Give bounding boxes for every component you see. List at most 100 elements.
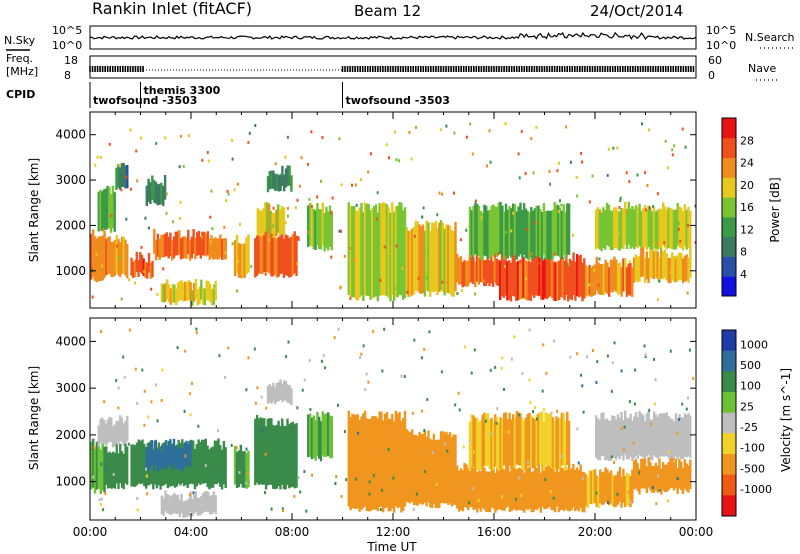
power-echo-cell bbox=[179, 216, 181, 220]
velocity-echo-cell bbox=[597, 477, 600, 508]
power-echo-cell bbox=[456, 253, 459, 283]
power-echo-cell bbox=[486, 210, 490, 260]
velocity-echo-cell bbox=[591, 349, 594, 352]
power-echo-cell bbox=[552, 261, 556, 301]
velocity-echo-cell bbox=[188, 493, 191, 497]
velocity-echo-cell bbox=[535, 414, 538, 467]
power-echo-cell bbox=[588, 283, 591, 287]
velocity-echo-cell bbox=[503, 412, 506, 466]
power-echo-cell bbox=[683, 204, 687, 247]
power-echo-cell bbox=[520, 259, 523, 300]
velocity-colorbar-swatch bbox=[722, 433, 736, 455]
power-echo-cell bbox=[338, 229, 341, 233]
power-echo-cell bbox=[422, 206, 425, 210]
velocity-echo-cell bbox=[647, 410, 650, 455]
velocity-echo-cell bbox=[233, 445, 237, 485]
velocity-echo-cell bbox=[501, 469, 504, 511]
power-echo-cell bbox=[613, 207, 616, 249]
power-echo-cell bbox=[179, 200, 182, 204]
velocity-echo-cell bbox=[371, 416, 374, 510]
power-echo-cell bbox=[90, 265, 93, 269]
power-echo-cell bbox=[124, 239, 127, 276]
velocity-colorbar-tick: -500 bbox=[740, 462, 765, 475]
power-echo-cell bbox=[678, 206, 681, 248]
power-echo-cell bbox=[446, 281, 449, 285]
velocity-echo-cell bbox=[667, 462, 670, 491]
velocity-echo-cell bbox=[119, 443, 122, 484]
cpid-mode-label: themis 3300 bbox=[144, 84, 221, 97]
velocity-echo-cell bbox=[624, 448, 627, 452]
velocity-echo-cell bbox=[672, 421, 676, 462]
velocity-echo-cell bbox=[111, 426, 115, 448]
velocity-echo-cell bbox=[540, 411, 544, 465]
velocity-echo-cell bbox=[104, 423, 108, 446]
power-echo-cell bbox=[163, 233, 167, 257]
power-echo-cell bbox=[119, 242, 122, 278]
power-echo-cell bbox=[373, 206, 376, 298]
power-echo-cell bbox=[151, 175, 154, 200]
velocity-echo-cell bbox=[97, 440, 101, 489]
power-echo-cell bbox=[632, 257, 636, 283]
power-echo-cell bbox=[199, 236, 202, 259]
velocity-echo-cell bbox=[627, 418, 630, 460]
velocity-echo-cell bbox=[485, 482, 488, 486]
power-echo-cell bbox=[247, 140, 250, 144]
power-echo-cell bbox=[461, 262, 464, 288]
velocity-echo-cell bbox=[649, 422, 652, 426]
power-echo-cell bbox=[459, 238, 462, 242]
velocity-echo-cell bbox=[576, 352, 579, 356]
velocity-echo-cell bbox=[611, 415, 614, 419]
power-echoes bbox=[90, 122, 697, 306]
power-echo-cell bbox=[379, 278, 382, 282]
power-echo-cell bbox=[645, 251, 648, 280]
velocity-echo-cell bbox=[514, 468, 517, 511]
velocity-echo-cell bbox=[553, 421, 556, 471]
velocity-echo-cell bbox=[669, 418, 672, 460]
power-echo-cell bbox=[166, 279, 169, 300]
power-echo-cell bbox=[101, 191, 104, 232]
power-echo-cell bbox=[465, 135, 468, 139]
velocity-echo-cell bbox=[447, 434, 450, 505]
power-echo-cell bbox=[483, 260, 486, 287]
velocity-echo-cell bbox=[210, 447, 213, 489]
velocity-echo-cell bbox=[362, 413, 365, 508]
power-echo-cell bbox=[495, 206, 499, 257]
power-echo-cell bbox=[128, 278, 131, 282]
velocity-echo-cell bbox=[481, 464, 484, 508]
velocity-echo-cell bbox=[468, 501, 471, 505]
power-echo-cell bbox=[102, 189, 106, 230]
velocity-echo-cell bbox=[268, 418, 271, 485]
power-echo-cell bbox=[398, 159, 400, 163]
power-echo-cell bbox=[175, 288, 178, 306]
power-echo-cell bbox=[413, 234, 416, 238]
power-echo-cell bbox=[353, 206, 356, 298]
velocity-echo-cell bbox=[274, 387, 277, 405]
velocity-echo-cell bbox=[323, 414, 326, 457]
power-echo-cell bbox=[258, 210, 261, 237]
velocity-echo-cell bbox=[290, 388, 293, 405]
power-echo-cell bbox=[355, 203, 358, 207]
power-echo-cell bbox=[599, 263, 602, 295]
power-echo-cell bbox=[520, 130, 523, 133]
power-echo-cell bbox=[457, 257, 461, 285]
power-echo-cell bbox=[393, 130, 396, 134]
power-echo-cell bbox=[280, 207, 283, 211]
velocity-colorbar-tick: 1000 bbox=[740, 338, 768, 351]
power-echo-cell bbox=[660, 209, 663, 250]
power-echo-cell bbox=[100, 264, 103, 268]
velocity-echo-cell bbox=[649, 419, 652, 461]
velocity-echo-cell bbox=[624, 410, 627, 455]
power-echo-cell bbox=[671, 148, 674, 152]
power-echo-cell bbox=[171, 284, 174, 303]
power-echo-cell bbox=[310, 130, 313, 134]
velocity-echo-cell bbox=[529, 401, 532, 405]
velocity-echo-cell bbox=[169, 496, 173, 515]
power-echo-cell bbox=[576, 194, 579, 198]
velocity-echo-cell bbox=[340, 495, 343, 498]
velocity-echo-cell bbox=[616, 414, 620, 458]
velocity-echo-cell bbox=[98, 498, 101, 502]
power-echo-cell bbox=[389, 212, 392, 302]
power-echo-cell bbox=[678, 221, 680, 225]
velocity-echo-cell bbox=[316, 411, 319, 456]
